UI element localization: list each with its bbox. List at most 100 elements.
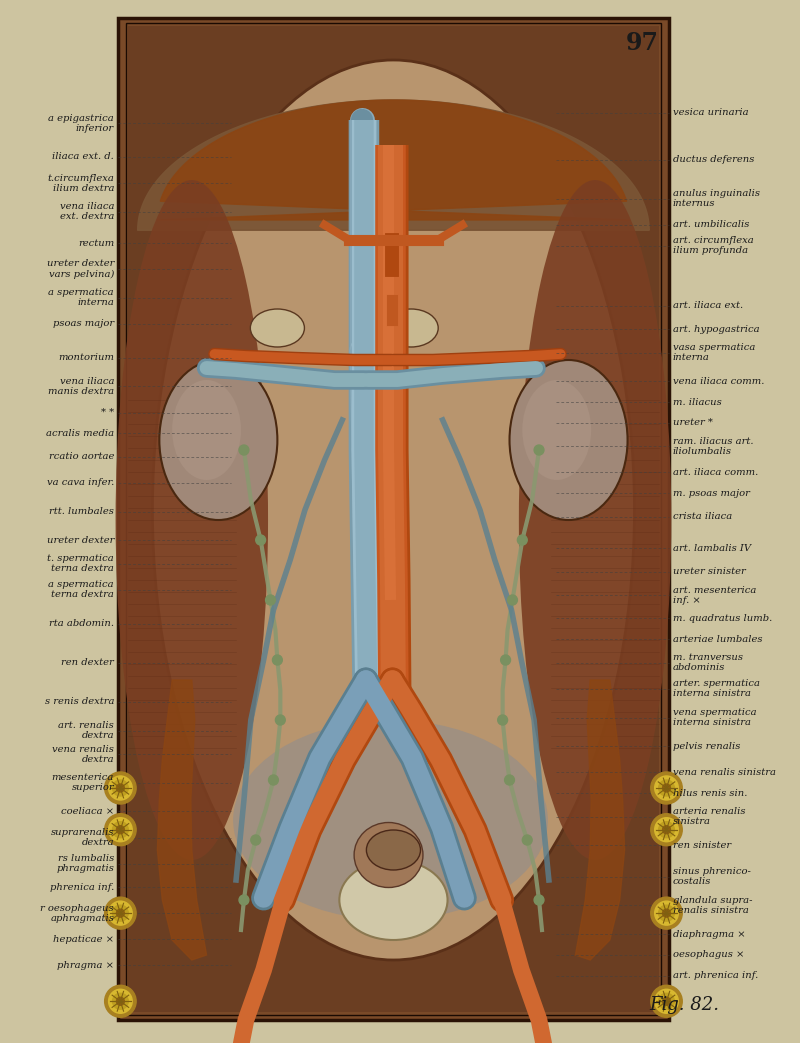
Text: vena spermatica
interna sinistra: vena spermatica interna sinistra (673, 708, 757, 727)
Circle shape (105, 986, 136, 1017)
Text: art. phrenica inf.: art. phrenica inf. (673, 971, 758, 980)
Text: 97: 97 (626, 31, 658, 55)
Text: hilus renis sin.: hilus renis sin. (673, 789, 747, 798)
Circle shape (113, 905, 128, 921)
Ellipse shape (366, 830, 421, 870)
Text: t.circumflexa
ilium dextra: t.circumflexa ilium dextra (47, 173, 114, 193)
Text: art. lambalis IV: art. lambalis IV (673, 543, 751, 553)
Text: rtt. lumbales: rtt. lumbales (50, 507, 114, 516)
Text: ren sinister: ren sinister (673, 841, 731, 850)
Ellipse shape (153, 60, 634, 960)
Text: r oesophageus
aphragmatis: r oesophageus aphragmatis (41, 903, 114, 923)
Circle shape (658, 780, 674, 796)
Circle shape (105, 897, 136, 929)
Polygon shape (158, 100, 630, 220)
Circle shape (498, 715, 507, 725)
Text: ureter *: ureter * (673, 418, 713, 428)
Text: rcatio aortae: rcatio aortae (49, 453, 114, 461)
Text: ram. iliacus art.
iliolumbalis: ram. iliacus art. iliolumbalis (673, 437, 754, 456)
Ellipse shape (250, 309, 305, 347)
Circle shape (239, 445, 249, 455)
Text: ureter sinister: ureter sinister (673, 567, 746, 576)
Text: art. mesenterica
inf. ×: art. mesenterica inf. × (673, 585, 756, 605)
Text: ren dexter: ren dexter (62, 658, 114, 668)
Text: Fig. 82.: Fig. 82. (649, 996, 719, 1014)
Ellipse shape (233, 720, 548, 920)
Circle shape (109, 818, 132, 842)
Circle shape (650, 772, 682, 804)
Ellipse shape (354, 823, 423, 888)
Circle shape (650, 814, 682, 846)
Circle shape (109, 776, 132, 800)
Text: vena iliaca comm.: vena iliaca comm. (673, 377, 764, 386)
Circle shape (113, 993, 128, 1010)
Circle shape (534, 895, 544, 905)
Ellipse shape (172, 380, 241, 480)
Text: crista iliaca: crista iliaca (673, 512, 732, 522)
Text: phrenica inf.: phrenica inf. (50, 882, 114, 892)
Text: arter. spermatica
interna sinistra: arter. spermatica interna sinistra (673, 679, 760, 699)
Circle shape (117, 909, 124, 917)
Polygon shape (575, 680, 625, 960)
Circle shape (658, 822, 674, 838)
Circle shape (266, 595, 275, 605)
Circle shape (105, 772, 136, 804)
Text: vasa spermatica
interna: vasa spermatica interna (673, 343, 755, 362)
Bar (126, 23, 661, 1015)
Text: * *: * * (101, 408, 114, 417)
Text: vesica urinaria: vesica urinaria (673, 108, 749, 117)
Text: s renis dextra: s renis dextra (45, 698, 114, 706)
Circle shape (273, 655, 282, 665)
Circle shape (534, 445, 544, 455)
Polygon shape (138, 100, 649, 231)
Circle shape (650, 986, 682, 1017)
Circle shape (105, 814, 136, 846)
Text: rta abdomin.: rta abdomin. (49, 620, 114, 628)
Circle shape (113, 780, 128, 796)
Ellipse shape (510, 360, 627, 520)
Text: rs lumbalis
phragmatis: rs lumbalis phragmatis (56, 854, 114, 873)
Text: t. spermatica
terna dextra: t. spermatica terna dextra (47, 554, 114, 574)
Circle shape (654, 989, 678, 1014)
Ellipse shape (339, 860, 447, 940)
Text: arteria renalis
sinistra: arteria renalis sinistra (673, 807, 746, 826)
Text: vena iliaca
manis dextra: vena iliaca manis dextra (48, 377, 114, 396)
Circle shape (662, 997, 670, 1005)
Text: anulus inguinalis
internus: anulus inguinalis internus (673, 189, 760, 209)
Text: a epigastrica
inferior: a epigastrica inferior (48, 114, 114, 132)
Ellipse shape (384, 309, 438, 347)
Text: art. iliaca comm.: art. iliaca comm. (673, 468, 758, 477)
Text: art. iliaca ext.: art. iliaca ext. (673, 301, 743, 310)
Text: psoas major: psoas major (53, 319, 114, 329)
Text: m. quadratus lumb.: m. quadratus lumb. (673, 614, 772, 623)
Text: vena renalis
dextra: vena renalis dextra (52, 745, 114, 763)
Text: m. psoas major: m. psoas major (673, 489, 750, 498)
Circle shape (117, 997, 124, 1005)
Text: a spermatica
interna: a spermatica interna (49, 288, 114, 308)
Text: rectum: rectum (78, 239, 114, 247)
Text: m. tranversus
abdominis: m. tranversus abdominis (673, 653, 742, 673)
Text: phragma ×: phragma × (57, 961, 114, 970)
Circle shape (658, 905, 674, 921)
Circle shape (658, 993, 674, 1010)
Circle shape (518, 535, 527, 545)
Circle shape (117, 784, 124, 792)
Text: ductus deferens: ductus deferens (673, 155, 754, 164)
Circle shape (251, 835, 261, 845)
Circle shape (501, 655, 510, 665)
Ellipse shape (522, 380, 591, 480)
Ellipse shape (159, 360, 278, 520)
Circle shape (662, 826, 670, 833)
Circle shape (650, 897, 682, 929)
Text: suprarenalis
dextra: suprarenalis dextra (50, 828, 114, 847)
Text: oesophagus ×: oesophagus × (673, 950, 744, 960)
Text: art. umbilicalis: art. umbilicalis (673, 220, 749, 229)
Bar (128, 26, 659, 1012)
Circle shape (507, 595, 518, 605)
Text: montorium: montorium (58, 354, 114, 362)
Circle shape (662, 909, 670, 917)
Text: ureter dexter: ureter dexter (46, 536, 114, 544)
Text: ureter dexter
vars pelvina): ureter dexter vars pelvina) (46, 260, 114, 278)
Circle shape (275, 715, 286, 725)
Text: sinus phrenico-
costalis: sinus phrenico- costalis (673, 867, 750, 887)
